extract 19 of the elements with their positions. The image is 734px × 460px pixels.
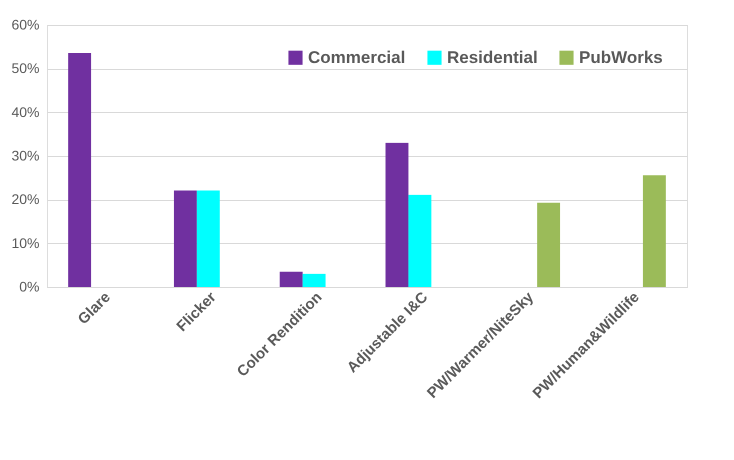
legend-label: PubWorks (579, 48, 663, 67)
y-tick-label: 10% (11, 234, 40, 251)
y-tick-label: 60% (11, 16, 40, 32)
legend-label: Commercial (308, 48, 406, 67)
y-tick-label: 30% (11, 148, 40, 164)
bar (196, 190, 220, 287)
bar (174, 190, 197, 287)
bar (408, 194, 432, 287)
bar (537, 202, 560, 287)
y-tick-label: 0% (19, 278, 40, 294)
y-tick-label: 50% (11, 60, 40, 76)
legend-label: Residential (447, 48, 538, 67)
bar (68, 52, 92, 287)
bar (386, 142, 408, 287)
y-tick-label: 20% (11, 191, 40, 208)
bar (642, 175, 666, 287)
y-tick-label: 40% (11, 104, 40, 120)
bar (302, 274, 326, 287)
bar (280, 272, 303, 287)
